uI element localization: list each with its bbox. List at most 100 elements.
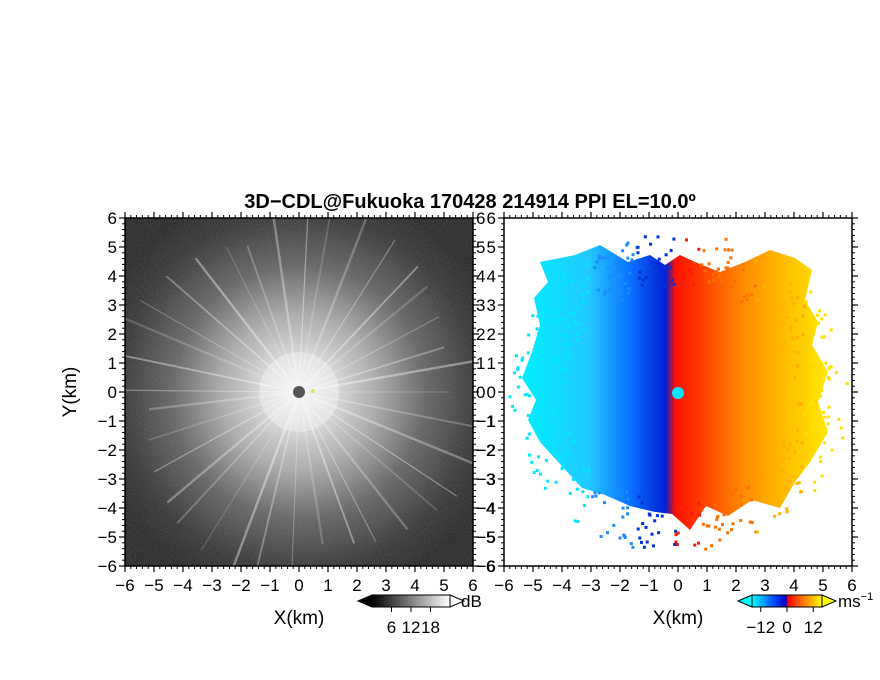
velocity-echo-area [522,245,828,530]
velocity-speckle-pixel [673,543,677,546]
velocity-speckle-pixel [711,272,715,276]
velocity-speckle-pixel [739,494,743,498]
velocity-speckle-pixel [754,284,757,288]
velocity-speckle-pixel [621,515,625,519]
velocity-speckle-pixel [726,261,730,264]
velocity-speckle-pixel [607,275,611,279]
velocity-speckle-pixel [659,282,663,286]
velocity-speckle-pixel [637,276,641,280]
velocity-speckle-pixel [637,495,641,499]
velocity-speckle-pixel [582,504,586,507]
velocity-speckle-pixel [777,502,781,505]
velocity-speckle-pixel [541,317,545,321]
velocity-speckle-pixel [815,361,819,365]
left-xlabel: X(km) [274,608,325,629]
velocity-speckle-pixel [729,256,733,260]
velocity-speckle-pixel [733,279,737,283]
y-tick-label: 5 [487,238,496,257]
vel-colorbar-right-arrow [821,594,838,608]
velocity-speckle-pixel [543,486,547,490]
velocity-speckle-pixel [788,289,792,293]
velocity-speckle-pixel [693,543,697,547]
velocity-speckle-pixel [796,365,800,369]
y-tick-label: −3 [477,470,496,489]
velocity-speckle-pixel [728,270,732,273]
velocity-speckle-pixel [538,402,542,405]
velocity-speckle-pixel [686,506,690,510]
reflectivity-ray [298,391,409,531]
reflectivity-ray [298,391,438,512]
velocity-speckle-pixel [544,458,548,462]
velocity-speckle-pixel [787,456,791,460]
velocity-speckle-pixel [611,274,615,278]
velocity-speckle-pixel [625,490,628,494]
reflectivity-ray [272,218,301,393]
velocity-speckle-pixel [799,489,803,493]
velocity-speckle-pixel [669,266,673,270]
velocity-speckle-pixel [774,323,778,327]
velocity-speckle-pixel [815,387,819,391]
velocity-speckle-pixel [680,272,684,275]
x-tick-label: −3 [202,576,221,595]
colorbar-tick-label: 6 [387,618,396,637]
velocity-speckle-pixel [560,458,564,462]
reflectivity-ray [298,239,396,393]
y-tick-label: 0 [487,383,496,402]
velocity-speckle-pixel [628,271,632,275]
velocity-speckle-pixel [561,297,565,301]
velocity-speckle-pixel [642,545,646,549]
velocity-speckle-pixel [672,282,676,286]
y-tick-label: −2 [98,441,117,460]
velocity-speckle-pixel [670,278,674,282]
velocity-speckle-pixel [813,480,817,484]
velocity-speckle-pixel [582,467,585,471]
velocity-speckle-pixel [730,248,734,252]
velocity-speckle-pixel [827,405,831,409]
velocity-speckle-pixel [585,475,589,479]
reflectivity-ray [148,390,300,411]
velocity-speckle-pixel [792,475,796,479]
velocity-speckle-pixel [700,263,704,267]
velocity-speckle-pixel [790,297,794,300]
x-tick-label: −5 [144,576,163,595]
velocity-speckle-pixel [724,237,728,241]
velocity-speckle-pixel [610,286,614,290]
y-tick-label-right: −6 [476,557,495,576]
velocity-speckle-pixel [755,259,758,263]
velocity-speckle-pixel [739,519,743,523]
velocity-speckle-pixel [722,513,726,517]
velocity-speckle-pixel [820,389,823,393]
chart-title: 3D−CDL@Fukuoka 170428 214914 PPI EL=10.0… [244,191,696,213]
velocity-speckle-pixel [653,266,657,270]
velocity-speckle-pixel [707,262,711,266]
reflectivity-ray [226,246,300,393]
velocity-speckle-pixel [513,371,516,375]
y-tick-label: 1 [487,354,496,373]
y-tick-label-right: 3 [476,296,485,315]
velocity-speckle-pixel [795,482,799,485]
velocity-speckle-pixel [553,411,557,415]
velocity-speckle-pixel [770,314,774,318]
y-tick-label: 4 [487,267,496,286]
reflectivity-ray [154,391,300,473]
velocity-speckle-pixel [741,268,745,272]
reflectivity-ray [200,391,300,551]
velocity-speckle-pixel [826,422,830,426]
velocity-speckle-pixel [774,326,778,330]
velocity-speckle-pixel [539,420,543,424]
velocity-speckle-pixel [674,529,678,533]
y-tick-label-right: 6 [476,209,485,228]
velocity-speckle-pixel [554,480,558,484]
reflectivity-ray [298,391,377,542]
velocity-speckle-pixel [621,506,625,510]
left-ylabel: Y(km) [60,367,81,418]
reflectivity-ray [298,218,331,393]
velocity-speckle-pixel [555,358,559,362]
y-tick-label: −3 [98,470,117,489]
velocity-speckle-pixel [713,525,717,529]
velocity-speckle-pixel [535,361,539,365]
velocity-speckle-pixel [712,278,716,282]
velocity-speckle-pixel [798,403,802,407]
velocity-speckle-pixel [521,356,524,360]
velocity-speckle-pixel [731,522,735,526]
